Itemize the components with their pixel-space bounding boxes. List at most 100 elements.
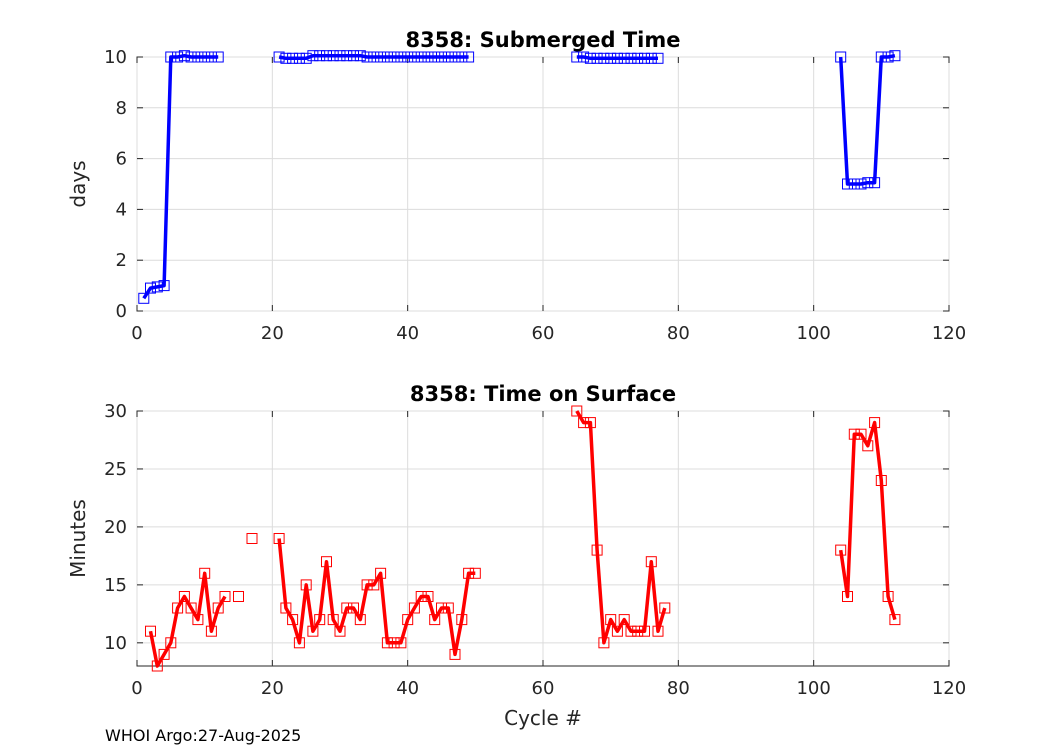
- y-tick-label: 2: [116, 250, 127, 271]
- data-point-marker: [199, 567, 211, 579]
- x-tick-label: 40: [396, 323, 419, 344]
- x-tick-label: 40: [396, 678, 419, 699]
- data-point-marker: [611, 52, 623, 64]
- data-point-marker: [882, 591, 894, 602]
- data-point-marker: [151, 281, 163, 293]
- data-point-marker: [645, 556, 657, 568]
- chart-title-surface: 8358: Time on Surface: [410, 382, 676, 406]
- data-point-marker: [273, 51, 285, 63]
- data-point-marker: [598, 637, 610, 649]
- y-tick-label: 8: [116, 98, 127, 119]
- x-tick-label: 80: [667, 323, 690, 344]
- data-point-marker: [456, 614, 468, 626]
- y-tick-label: 10: [104, 633, 127, 654]
- data-point-marker: [158, 648, 170, 660]
- data-point-marker: [192, 51, 204, 63]
- y-tick-label: 6: [116, 149, 127, 170]
- data-point-marker: [172, 602, 184, 614]
- data-point-marker: [348, 50, 359, 62]
- data-point-marker: [354, 614, 366, 626]
- data-point-marker: [314, 614, 326, 626]
- data-point-marker: [842, 178, 853, 190]
- data-point-marker: [835, 51, 847, 63]
- data-point-marker: [375, 51, 387, 63]
- chart-title-submerged: 8358: Submerged Time: [405, 28, 680, 52]
- x-tick-label: 0: [131, 323, 142, 344]
- data-point-marker: [381, 51, 393, 63]
- data-point-marker: [334, 50, 346, 62]
- data-point-marker: [848, 178, 860, 190]
- data-point-marker: [280, 52, 292, 64]
- x-tick-label: 20: [261, 678, 284, 699]
- y-tick-label: 15: [104, 575, 127, 596]
- data-point-marker: [422, 51, 434, 63]
- data-point-marker: [645, 52, 657, 64]
- data-point-marker: [436, 51, 447, 63]
- data-point-marker: [205, 51, 217, 63]
- data-point-marker: [321, 50, 332, 62]
- data-point-marker: [605, 52, 617, 64]
- data-point-marker: [889, 50, 901, 62]
- data-point-marker: [212, 602, 224, 614]
- data-point-marker: [341, 602, 353, 614]
- data-point-marker: [145, 625, 156, 637]
- data-point-marker: [368, 579, 380, 591]
- data-point-marker: [381, 637, 393, 649]
- data-point-marker: [889, 614, 901, 626]
- data-point-marker: [280, 602, 292, 614]
- data-point-marker: [219, 591, 231, 602]
- data-point-marker: [584, 52, 596, 64]
- data-point-marker: [341, 50, 353, 62]
- data-point-marker: [327, 614, 339, 626]
- data-point-marker: [375, 567, 387, 579]
- panel-submerged-time: 0 20 40 60 80 100 120 0 2 4 6 8 10 8358: Submerged T…: [66, 28, 966, 344]
- y-tick-label: 10: [104, 47, 127, 68]
- data-point-marker: [212, 51, 224, 63]
- data-point-marker: [192, 614, 204, 626]
- data-point-marker: [293, 52, 305, 64]
- data-point-marker: [293, 637, 305, 649]
- data-point-marker: [415, 591, 427, 602]
- data-point-marker: [855, 178, 867, 190]
- data-point-marker: [368, 51, 380, 63]
- data-point-marker: [618, 52, 630, 64]
- data-point-marker: [611, 625, 623, 637]
- x-tick-label: 120: [932, 323, 966, 344]
- data-point-marker: [584, 417, 596, 429]
- data-point-marker: [138, 292, 150, 304]
- data-point-marker: [639, 52, 650, 64]
- data-point-marker: [862, 177, 874, 189]
- data-point-marker: [172, 51, 184, 63]
- data-point-marker: [848, 428, 860, 440]
- data-point-marker: [875, 51, 887, 63]
- data-point-marker: [463, 51, 475, 63]
- y-axis-label-surface: Minutes: [66, 499, 90, 578]
- x-tick-label: 100: [796, 678, 830, 699]
- data-point-marker: [449, 51, 461, 63]
- x-tick-label: 60: [532, 323, 555, 344]
- data-point-marker: [625, 625, 637, 637]
- data-point-marker: [314, 50, 326, 62]
- x-tick-label: 20: [261, 323, 284, 344]
- y-tick-label: 4: [116, 199, 127, 220]
- data-point-marker: [178, 50, 190, 62]
- x-tick-label: 80: [667, 678, 690, 699]
- series-line-segment: [142, 53, 219, 300]
- data-point-marker: [449, 648, 461, 660]
- y-tick-label: 0: [116, 301, 127, 322]
- data-point-marker: [578, 51, 590, 63]
- data-point-marker: [307, 625, 319, 637]
- data-point-marker: [855, 428, 867, 440]
- series-line-segment: [575, 410, 667, 645]
- data-point-marker: [402, 614, 414, 626]
- series-line-segment: [277, 538, 476, 657]
- data-point-marker: [442, 51, 454, 63]
- data-point-marker: [875, 475, 887, 486]
- data-point-marker: [422, 591, 434, 602]
- data-point-marker: [273, 533, 285, 544]
- data-point-marker: [835, 544, 847, 556]
- data-point-marker: [632, 52, 644, 64]
- data-point-marker: [605, 614, 617, 626]
- series-line-segment: [148, 571, 227, 668]
